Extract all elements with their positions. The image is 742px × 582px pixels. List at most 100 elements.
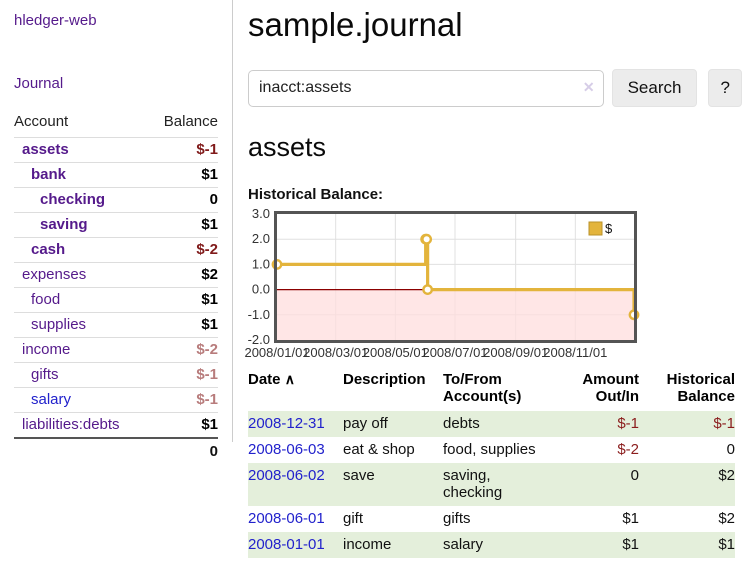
account-balance: 0 <box>209 191 218 208</box>
transaction-amount: $1 <box>622 536 639 553</box>
transaction-date-link[interactable]: 2008-12-31 <box>248 415 325 432</box>
account-row: liabilities:debts $1 <box>14 412 218 437</box>
sidebar-account-link-bank[interactable]: bank <box>31 166 67 183</box>
svg-text:1.0: 1.0 <box>252 256 270 271</box>
account-balance: $-2 <box>196 241 218 258</box>
transaction-amount: $-1 <box>617 415 639 432</box>
account-row: cash $-2 <box>14 237 218 262</box>
account-balance: $1 <box>201 166 218 183</box>
transaction-row: 2008-06-03 eat & shop food, supplies $-2 0 <box>248 437 735 463</box>
sidebar-account-link-cash[interactable]: cash <box>31 241 66 258</box>
transaction-accounts: debts <box>443 415 480 432</box>
chart-canvas: $3.0 2.0 1.0 0.0 -1.0 -2.02008/01/012008/03/0… <box>244 206 640 360</box>
search-input[interactable] <box>248 69 604 107</box>
accounts-balance-table: Account Balance assets $-1 bank $1 checking 0… <box>14 108 218 464</box>
accounts-total-value: 0 <box>209 443 218 460</box>
sidebar: hledger-web Journal Account Balance asse… <box>0 0 233 460</box>
transaction-date-link[interactable]: 2008-06-01 <box>248 510 325 527</box>
search-box: ✕ <box>248 69 604 107</box>
sidebar-account-link-expenses[interactable]: expenses <box>22 266 87 283</box>
search-button[interactable]: Search <box>611 69 698 107</box>
page-title: sample.journal <box>248 6 463 43</box>
account-row: income $-2 <box>14 337 218 362</box>
sidebar-account-link-food[interactable]: food <box>31 291 61 308</box>
transaction-balance: $2 <box>718 467 735 484</box>
account-balance: $-1 <box>196 391 218 408</box>
app-title-link[interactable]: hledger-web <box>14 12 97 29</box>
transaction-balance: $1 <box>718 536 735 553</box>
clear-search-icon[interactable]: ✕ <box>582 78 595 95</box>
balance-column-header: Historical Balance <box>666 371 735 405</box>
transaction-description: gift <box>343 510 364 527</box>
transaction-description: eat & shop <box>343 441 415 458</box>
transaction-balance: $2 <box>718 510 735 527</box>
account-balance: $1 <box>201 316 218 333</box>
svg-text:3.0: 3.0 <box>252 206 270 221</box>
transaction-description: save <box>343 467 375 484</box>
accounts-total-row: 0 <box>14 437 218 464</box>
transaction-accounts: salary <box>443 536 484 553</box>
transaction-row: 2008-01-01 income salary $1 $1 <box>248 532 735 558</box>
sidebar-account-link-liabilities-debts[interactable]: liabilities:debts <box>22 416 120 433</box>
sidebar-account-link-saving[interactable]: saving <box>40 216 88 233</box>
svg-text:2008/07/01: 2008/07/01 <box>422 345 487 360</box>
historical-balance-chart: $3.0 2.0 1.0 0.0 -1.0 -2.0 2008/01/01 2008/03/0… <box>244 206 742 360</box>
svg-text:2008/09/01: 2008/09/01 <box>483 345 548 360</box>
help-button[interactable]: ? <box>708 69 742 107</box>
svg-text:2008/05/01: 2008/05/01 <box>363 345 428 360</box>
date-column-header[interactable]: Date ∧ <box>248 371 295 388</box>
transaction-description: pay off <box>343 415 388 432</box>
account-balance: $-2 <box>196 341 218 358</box>
amount-column-header: Amount Out/In <box>582 371 639 405</box>
svg-text:0.0: 0.0 <box>252 282 270 297</box>
chart-title: Historical Balance: <box>248 186 384 203</box>
svg-text:-2.0: -2.0 <box>248 332 270 347</box>
sidebar-account-link-supplies[interactable]: supplies <box>31 316 87 333</box>
register-table: Date ∧ Description To/From Account(s) Am… <box>248 368 735 558</box>
account-column-header: Account <box>14 113 69 130</box>
transaction-accounts: saving, checking <box>443 467 503 501</box>
accounts-table-header: Account Balance <box>14 108 218 137</box>
description-column-header: Description <box>343 371 426 388</box>
transaction-amount: $1 <box>622 510 639 527</box>
sort-ascending-icon: ∧ <box>284 371 295 387</box>
account-balance: $1 <box>201 291 218 308</box>
transaction-balance: 0 <box>726 441 735 458</box>
main-content: sample.journal ✕ Search ? assets Histori… <box>244 0 742 558</box>
svg-text:2008/03/01: 2008/03/01 <box>303 345 368 360</box>
register-header-row: Date ∧ Description To/From Account(s) Am… <box>248 368 735 411</box>
sidebar-account-link-salary[interactable]: salary <box>31 391 72 408</box>
account-balance: $1 <box>201 216 218 233</box>
transaction-row: 2008-12-31 pay off debts $-1 $-1 <box>248 411 735 437</box>
sidebar-item-journal[interactable]: Journal <box>14 75 64 92</box>
sidebar-account-link-checking[interactable]: checking <box>40 191 106 208</box>
transaction-description: income <box>343 536 392 553</box>
account-row: supplies $1 <box>14 312 218 337</box>
svg-text:2008/11/01: 2008/11/01 <box>543 345 607 360</box>
account-balance: $-1 <box>196 366 218 383</box>
account-heading: assets <box>248 132 327 162</box>
transaction-date-link[interactable]: 2008-06-03 <box>248 441 325 458</box>
accounts-column-header: To/From Account(s) <box>443 371 522 405</box>
transaction-accounts: gifts <box>443 510 471 527</box>
account-row: food $1 <box>14 287 218 312</box>
svg-text:$: $ <box>605 221 613 236</box>
account-balance: $-1 <box>196 141 218 158</box>
transaction-row: 2008-06-02 save saving, checking 0 $2 <box>248 463 735 506</box>
account-row: expenses $2 <box>14 262 218 287</box>
transaction-row: 2008-06-01 gift gifts $1 $2 <box>248 506 735 532</box>
transaction-date-link[interactable]: 2008-06-02 <box>248 467 325 484</box>
sidebar-account-link-assets[interactable]: assets <box>22 141 69 158</box>
account-balance: $2 <box>201 266 218 283</box>
account-row: bank $1 <box>14 162 218 187</box>
transaction-balance: $-1 <box>713 415 735 432</box>
transaction-amount: 0 <box>630 467 639 484</box>
sidebar-account-link-gifts[interactable]: gifts <box>31 366 59 383</box>
account-row: assets $-1 <box>14 137 218 162</box>
balance-column-header: Balance <box>163 113 218 130</box>
account-row: saving $1 <box>14 212 218 237</box>
transaction-date-link[interactable]: 2008-01-01 <box>248 536 325 553</box>
account-row: gifts $-1 <box>14 362 218 387</box>
sidebar-account-link-income[interactable]: income <box>22 341 71 358</box>
transaction-accounts: food, supplies <box>443 441 536 458</box>
